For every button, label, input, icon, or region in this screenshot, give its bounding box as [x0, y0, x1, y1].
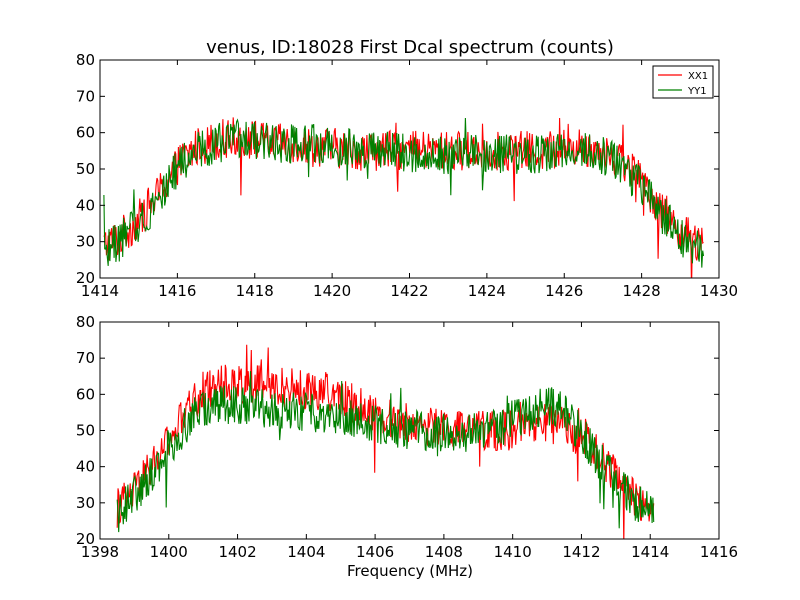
y-tick-label: 80 — [76, 313, 95, 331]
y-tick-label: 30 — [76, 494, 95, 512]
x-tick-label: 1412 — [562, 543, 600, 561]
y-tick-label: 60 — [76, 124, 95, 142]
x-tick-label: 1414 — [631, 543, 669, 561]
x-tick-label: 1402 — [218, 543, 256, 561]
x-axis-label: Frequency (MHz) — [347, 562, 473, 580]
x-tick-label: 1416 — [158, 282, 196, 300]
x-tick-label: 1406 — [356, 543, 394, 561]
x-tick-label: 1416 — [700, 543, 738, 561]
x-tick-label: 1424 — [468, 282, 506, 300]
x-tick-label: 1404 — [287, 543, 325, 561]
x-tick-label: 1400 — [150, 543, 188, 561]
x-tick-label: 1414 — [81, 282, 119, 300]
legend-label-yy1: YY1 — [687, 86, 707, 97]
plot-area — [116, 344, 655, 539]
legend-label-xx1: XX1 — [688, 71, 708, 82]
x-tick-label: 1422 — [390, 282, 428, 300]
y-tick-label: 20 — [76, 269, 95, 287]
x-tick-label: 1408 — [425, 543, 463, 561]
x-tick-label: 1426 — [545, 282, 583, 300]
x-tick-label: 1430 — [700, 282, 738, 300]
series-line-yy1 — [103, 117, 705, 268]
top-panel: 1414 1416 1418 1420 1422 1424 1426 1428 1430 20 30… — [76, 51, 738, 300]
y-tick-label: 70 — [76, 349, 95, 367]
x-tick-label: 1428 — [623, 282, 661, 300]
y-tick-label: 50 — [76, 422, 95, 440]
x-tick-label: 1418 — [236, 282, 274, 300]
y-tick-label: 70 — [76, 87, 95, 105]
x-tick-label: 1410 — [494, 543, 532, 561]
y-tick-label: 20 — [76, 530, 95, 548]
plot-area — [103, 117, 705, 278]
x-tick-label: 1398 — [81, 543, 119, 561]
y-tick-label: 80 — [76, 51, 95, 69]
y-tick-label: 60 — [76, 385, 95, 403]
y-tick-label: 30 — [76, 233, 95, 251]
series-line-yy1 — [116, 371, 655, 533]
chart-title: venus, ID:18028 First Dcal spectrum (cou… — [206, 37, 614, 58]
bottom-panel: 1398 1400 1402 1404 1406 1408 1410 1412 1414 1416… — [76, 313, 738, 561]
y-tick-label: 40 — [76, 458, 95, 476]
y-tick-label: 40 — [76, 196, 95, 214]
x-tick-label: 1420 — [313, 282, 351, 300]
y-tick-label: 50 — [76, 160, 95, 178]
legend-box — [652, 65, 714, 99]
